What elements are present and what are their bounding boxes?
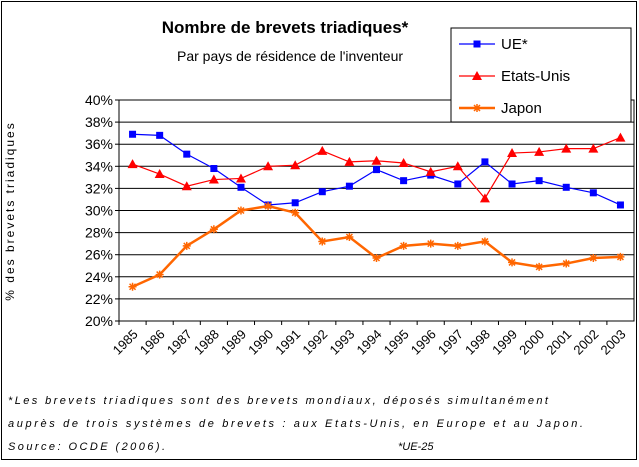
marker <box>127 159 138 169</box>
marker <box>562 183 570 191</box>
marker <box>291 199 299 207</box>
marker <box>616 201 624 209</box>
y-tick-label: 28% <box>85 225 113 241</box>
marker <box>318 188 326 196</box>
marker <box>507 148 518 158</box>
y-tick-label: 20% <box>85 313 113 329</box>
legend-label: Etats-Unis <box>501 68 570 85</box>
marker <box>615 132 626 142</box>
marker <box>508 258 517 267</box>
marker <box>264 202 273 211</box>
marker <box>535 262 544 271</box>
marker <box>318 237 327 246</box>
marker <box>561 143 572 153</box>
y-tick-label: 26% <box>85 247 113 263</box>
marker <box>426 239 435 248</box>
marker <box>589 254 598 263</box>
legend-marker <box>472 71 482 80</box>
y-tick-label: 40% <box>85 92 113 108</box>
legend-label: Japon <box>501 100 542 117</box>
marker <box>235 173 246 183</box>
marker <box>400 177 408 185</box>
y-tick-label: 34% <box>85 158 113 174</box>
marker <box>182 241 191 250</box>
marker <box>562 259 571 268</box>
marker <box>479 193 490 203</box>
source: Source: OCDE (2006). <box>8 441 165 453</box>
marker <box>291 208 300 217</box>
legend-marker <box>473 40 481 48</box>
footnote: *Les brevets triadiques sont des brevets… <box>8 395 549 407</box>
y-tick-label: 32% <box>85 180 113 196</box>
marker <box>345 233 354 242</box>
marker <box>209 225 218 234</box>
marker <box>236 206 245 215</box>
chart-subtitle: Par pays de résidence de l'inventeur <box>177 48 403 64</box>
marker <box>589 189 597 197</box>
marker <box>398 157 409 167</box>
y-tick-label: 22% <box>85 291 113 307</box>
marker <box>452 161 463 171</box>
marker <box>373 166 380 174</box>
marker <box>317 145 328 155</box>
footnote: auprès de trois systèmes de brevets : au… <box>8 418 583 430</box>
marker <box>425 166 436 176</box>
marker <box>237 183 245 191</box>
legend-label: UE* <box>501 36 528 53</box>
marker <box>616 252 625 261</box>
y-tick-label: 36% <box>85 136 113 152</box>
y-axis-label: % des brevets triadiques <box>3 121 17 300</box>
legend-marker <box>473 104 481 112</box>
marker <box>208 174 219 184</box>
marker <box>534 146 545 156</box>
marker <box>183 150 191 158</box>
marker <box>154 169 165 179</box>
marker <box>344 156 355 166</box>
marker <box>371 155 382 165</box>
note: *UE-25 <box>398 441 434 453</box>
chart-title: Nombre de brevets triadiques* <box>162 18 409 37</box>
marker <box>128 282 137 291</box>
marker <box>263 161 274 171</box>
marker <box>372 254 381 263</box>
marker <box>345 182 353 190</box>
marker <box>210 165 218 173</box>
marker <box>535 177 543 185</box>
marker <box>480 237 489 246</box>
marker <box>155 270 164 279</box>
marker <box>181 181 192 191</box>
y-tick-label: 30% <box>85 203 113 219</box>
marker <box>588 143 599 153</box>
marker <box>399 241 408 250</box>
marker <box>453 241 462 250</box>
y-tick-label: 24% <box>85 269 113 285</box>
marker <box>129 130 137 138</box>
marker <box>454 180 462 188</box>
marker <box>290 160 301 170</box>
marker <box>508 180 516 188</box>
marker <box>481 158 489 166</box>
marker <box>156 131 164 139</box>
y-tick-label: 38% <box>85 114 113 130</box>
